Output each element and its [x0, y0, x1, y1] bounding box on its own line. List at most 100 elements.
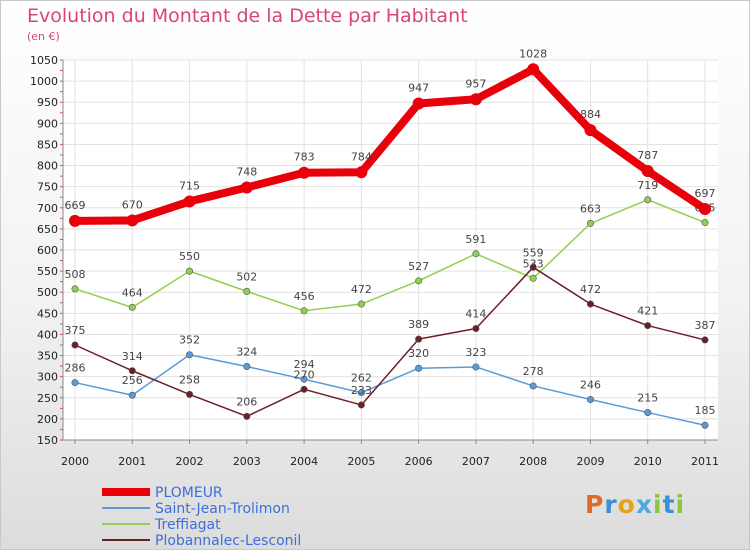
- data-point: [186, 267, 194, 275]
- data-point: [186, 351, 194, 359]
- y-tick-label: 550: [37, 265, 58, 278]
- legend-label: PLOMEUR: [155, 485, 223, 501]
- y-tick-label: 250: [37, 392, 58, 405]
- data-label: 206: [236, 395, 257, 408]
- data-label: 324: [236, 346, 257, 359]
- data-point: [355, 166, 368, 179]
- data-label: 663: [580, 202, 601, 215]
- data-label: 278: [523, 365, 544, 378]
- series-line-plobannalec-lesconil: [74, 266, 706, 418]
- data-point: [357, 300, 365, 308]
- data-point: [701, 421, 709, 429]
- series-line-plomeur: [71, 65, 709, 225]
- data-label: 464: [122, 286, 143, 299]
- data-point: [584, 124, 597, 137]
- data-point: [186, 390, 194, 398]
- data-point: [71, 341, 79, 349]
- y-tick-label: 1000: [30, 75, 58, 88]
- data-point: [472, 250, 480, 258]
- data-point: [527, 63, 540, 76]
- x-tick-label: 2007: [462, 455, 490, 468]
- data-label: 387: [695, 319, 716, 332]
- y-tick-label: 400: [37, 328, 58, 341]
- y-tick-label: 800: [37, 160, 58, 173]
- data-point: [469, 93, 482, 106]
- data-point: [300, 307, 308, 315]
- data-point: [586, 219, 594, 227]
- data-label: 375: [65, 324, 86, 337]
- data-label: 748: [236, 166, 257, 179]
- data-point: [243, 363, 251, 371]
- data-label: 947: [408, 81, 429, 94]
- data-label: 527: [408, 260, 429, 273]
- data-label: 784: [351, 150, 372, 163]
- y-tick-label: 1050: [30, 54, 58, 67]
- data-point: [357, 389, 365, 397]
- x-tick-label: 2002: [176, 455, 204, 468]
- data-label: 697: [695, 187, 716, 200]
- x-tick-label: 2003: [233, 455, 261, 468]
- data-label: 591: [465, 233, 486, 246]
- legend-label: Plobannalec-Lesconil: [155, 533, 301, 549]
- data-point: [586, 395, 594, 403]
- data-point: [644, 196, 652, 204]
- data-point: [300, 385, 308, 393]
- data-point: [126, 214, 139, 227]
- x-tick-label: 2011: [691, 455, 719, 468]
- data-label: 314: [122, 350, 143, 363]
- y-tick-label: 750: [37, 181, 58, 194]
- data-point: [183, 195, 196, 208]
- data-label: 286: [65, 362, 86, 375]
- data-label: 787: [637, 149, 658, 162]
- data-point: [69, 214, 81, 227]
- data-label: 246: [580, 378, 601, 391]
- y-tick-label: 350: [37, 350, 58, 363]
- x-tick-label: 2004: [290, 455, 318, 468]
- x-tick-label: 2010: [634, 455, 662, 468]
- y-tick-label: 150: [37, 434, 58, 447]
- data-label: 258: [179, 373, 200, 386]
- data-label: 233: [351, 384, 372, 397]
- data-point: [415, 364, 423, 372]
- data-label: 550: [179, 250, 200, 263]
- data-point: [472, 325, 480, 333]
- data-point: [412, 97, 425, 110]
- data-label: 256: [122, 374, 143, 387]
- data-label: 421: [637, 305, 658, 318]
- y-tick-label: 900: [37, 117, 58, 130]
- data-point: [128, 391, 136, 399]
- data-point: [586, 300, 594, 308]
- y-tick-label: 300: [37, 371, 58, 384]
- data-point: [641, 165, 654, 178]
- data-label: 559: [523, 246, 544, 259]
- y-tick-label: 200: [37, 413, 58, 426]
- data-label: 294: [294, 358, 315, 371]
- data-label: 719: [637, 179, 658, 192]
- data-label: 352: [179, 334, 200, 347]
- data-label: 957: [465, 77, 486, 90]
- data-label: 783: [294, 151, 315, 164]
- x-tick-label: 2009: [576, 455, 604, 468]
- data-label: 884: [580, 108, 601, 121]
- data-point: [71, 379, 79, 387]
- data-label: 472: [351, 283, 372, 296]
- data-point: [415, 277, 423, 285]
- data-label: 502: [236, 270, 257, 283]
- data-point: [300, 375, 308, 383]
- series-line-treffiagat: [74, 199, 706, 312]
- data-point: [529, 274, 537, 282]
- data-point: [415, 335, 423, 343]
- data-point: [128, 303, 136, 311]
- data-point: [529, 263, 537, 271]
- data-point: [529, 382, 537, 390]
- chart-title: Evolution du Montant de la Dette par Hab…: [27, 5, 468, 27]
- data-label: 533: [523, 257, 544, 270]
- unit-label: (en €): [27, 30, 60, 43]
- data-label: 456: [294, 290, 315, 303]
- x-tick-label: 2000: [61, 455, 89, 468]
- x-tick-label: 2005: [347, 455, 375, 468]
- data-label: 670: [122, 198, 143, 211]
- data-point: [701, 336, 709, 344]
- series-line-saint-jean-trolimon: [74, 353, 706, 426]
